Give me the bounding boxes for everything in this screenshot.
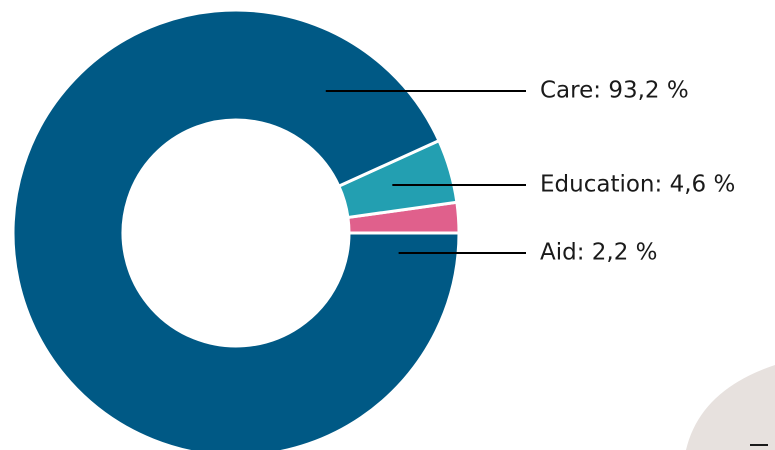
label-aid: Aid: 2,2 % (540, 240, 658, 266)
slices-group (11, 8, 461, 450)
label-care: Care: 93,2 % (540, 78, 689, 104)
background-decoration (686, 365, 775, 450)
labels-group: Aid: 2,2 % Education: 4,6 % Care: 93,2 % (325, 78, 735, 266)
label-education: Education: 4,6 % (540, 172, 735, 198)
slice-care (11, 8, 461, 450)
